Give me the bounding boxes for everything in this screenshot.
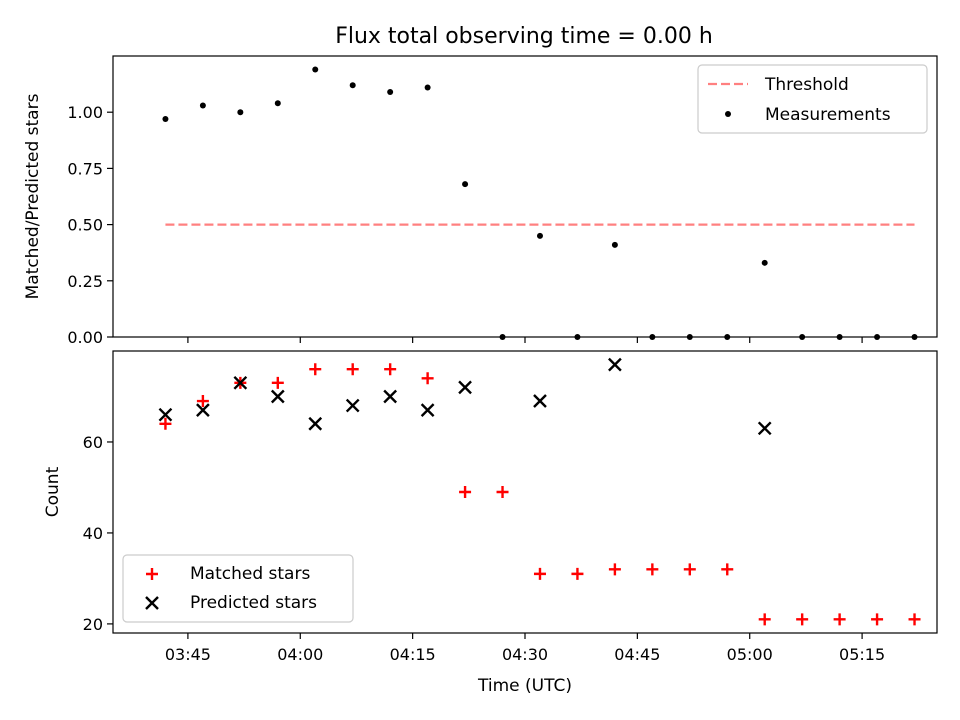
measurement-point bbox=[686, 334, 693, 340]
predicted-star-point bbox=[233, 375, 248, 390]
x-tick-label: 04:30 bbox=[502, 645, 548, 664]
predicted-star-point bbox=[533, 394, 547, 408]
predicted-star-point bbox=[345, 398, 360, 413]
legend-measurements-swatch bbox=[725, 111, 731, 117]
matched-star-point bbox=[196, 395, 209, 408]
legend-box bbox=[697, 64, 928, 134]
matched-star-point bbox=[571, 567, 584, 580]
measurement-point bbox=[611, 241, 618, 248]
measurement-point bbox=[724, 334, 731, 340]
predicted-star-point bbox=[270, 389, 285, 404]
measurement-point bbox=[499, 334, 506, 340]
measurement-point bbox=[387, 88, 394, 95]
x-tick-label: 04:15 bbox=[390, 645, 436, 664]
measurement-point bbox=[574, 334, 581, 340]
measurement-point bbox=[462, 181, 469, 188]
measurement-point bbox=[836, 334, 843, 340]
matched-star-point bbox=[459, 486, 472, 498]
y-tick-label: 0.50 bbox=[67, 216, 103, 235]
x-tick-label: 03:45 bbox=[165, 645, 211, 664]
y-tick-label: 0.75 bbox=[67, 159, 103, 178]
y-tick-label: 40 bbox=[83, 524, 103, 543]
x-tick-label: 05:15 bbox=[839, 645, 885, 664]
x-tick-label: 04:45 bbox=[614, 645, 660, 664]
figure-title: Flux total observing time = 0.00 h bbox=[335, 24, 713, 49]
predicted-star-point bbox=[383, 389, 398, 404]
matched-star-point bbox=[871, 613, 884, 626]
y-tick-label: 20 bbox=[83, 615, 103, 634]
x-tick-label: 05:00 bbox=[727, 645, 773, 664]
y-axis-label: Count bbox=[43, 466, 63, 517]
predicted-star-point bbox=[458, 380, 472, 395]
predicted-star-point bbox=[308, 416, 323, 431]
matched-star-point bbox=[533, 567, 546, 580]
measurement-point bbox=[649, 334, 656, 340]
measurement-point bbox=[911, 334, 918, 340]
legend-box bbox=[122, 554, 354, 623]
x-axis-label: Time (UTC) bbox=[477, 676, 572, 696]
measurement-point bbox=[237, 109, 244, 116]
measurement-point bbox=[536, 232, 543, 239]
measurement-point bbox=[874, 334, 881, 340]
predicted-star-point bbox=[196, 403, 210, 417]
y-tick-label: 1.00 bbox=[67, 103, 103, 122]
matched-star-point bbox=[159, 417, 172, 430]
measurement-point bbox=[162, 115, 169, 122]
matched-star-point bbox=[496, 486, 509, 498]
y-axis-label: Matched/Predicted stars bbox=[23, 93, 43, 299]
matched-star-point bbox=[908, 613, 921, 626]
measurement-point bbox=[349, 82, 356, 89]
matched-star-point bbox=[796, 613, 809, 626]
legend-label: Measurements bbox=[765, 105, 891, 125]
measurement-point bbox=[199, 102, 206, 109]
y-tick-label: 60 bbox=[83, 433, 103, 452]
matched-star-point bbox=[421, 372, 434, 385]
legend-label: Threshold bbox=[764, 75, 849, 95]
matched-star-point bbox=[309, 363, 322, 376]
legend-matched-swatch bbox=[146, 568, 158, 580]
matched-star-point bbox=[833, 613, 846, 626]
count-panel: 20 40 60 03:45 04:00 04:15 04:30 04:45 05:00 05:1… bbox=[43, 350, 938, 696]
x-tick-label: 04:00 bbox=[277, 645, 323, 664]
matched-star-point bbox=[683, 563, 696, 576]
predicted-star-point bbox=[420, 403, 435, 417]
matched-star-point bbox=[721, 563, 734, 576]
ratio-panel: 0.00 0.25 0.50 0.75 1.00 Matched/Predicted st… bbox=[23, 55, 938, 347]
y-tick-label: 0.00 bbox=[67, 328, 103, 347]
matched-star-point bbox=[646, 563, 659, 576]
matched-star-point bbox=[608, 563, 621, 576]
measurement-point bbox=[274, 100, 281, 107]
matched-star-point bbox=[271, 376, 284, 389]
predicted-star-point bbox=[608, 357, 622, 372]
legend-label: Predicted stars bbox=[190, 593, 317, 613]
measurement-point bbox=[424, 84, 431, 91]
predicted-star-point bbox=[757, 421, 772, 436]
matched-star-point bbox=[384, 363, 397, 376]
predicted-star-point bbox=[158, 407, 173, 422]
measurement-point bbox=[312, 66, 319, 73]
legend-label: Matched stars bbox=[190, 564, 310, 584]
measurement-point bbox=[761, 259, 768, 266]
matched-star-point bbox=[346, 363, 359, 376]
y-tick-label: 0.25 bbox=[67, 272, 103, 291]
matched-star-point bbox=[758, 613, 771, 626]
measurement-point bbox=[799, 334, 806, 340]
legend-predicted-swatch bbox=[145, 596, 159, 610]
